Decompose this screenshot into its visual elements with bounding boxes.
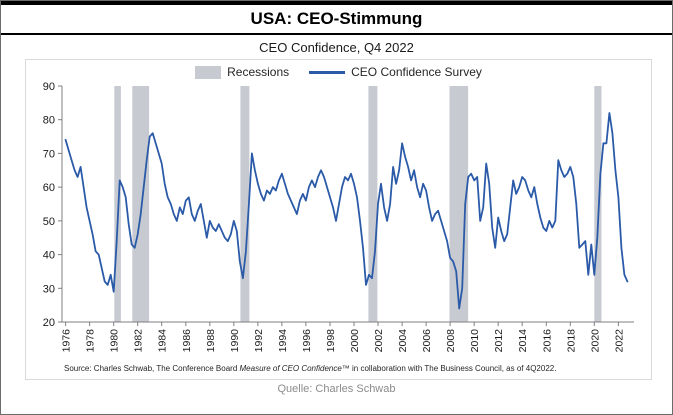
svg-text:2004: 2004 bbox=[397, 329, 409, 353]
svg-text:1988: 1988 bbox=[205, 329, 217, 353]
svg-text:50: 50 bbox=[43, 216, 55, 228]
ceo-confidence-chart: 20 30 40 50 60 70 80 90 1976 1978 1980 1982 1984 1986… bbox=[43, 81, 634, 353]
svg-text:2000: 2000 bbox=[349, 329, 361, 353]
legend-recession-swatch bbox=[195, 65, 222, 79]
svg-text:1984: 1984 bbox=[157, 329, 169, 353]
svg-text:20: 20 bbox=[43, 317, 55, 329]
svg-text:1976: 1976 bbox=[61, 329, 73, 353]
svg-text:2018: 2018 bbox=[565, 329, 577, 353]
svg-text:2010: 2010 bbox=[469, 329, 481, 353]
axes bbox=[58, 85, 634, 326]
chart-frame: Recessions CEO Confidence Survey 20 30 40 5… bbox=[25, 59, 652, 381]
svg-text:1982: 1982 bbox=[133, 329, 145, 353]
svg-text:80: 80 bbox=[43, 115, 55, 127]
svg-text:2020: 2020 bbox=[589, 329, 601, 353]
svg-text:1994: 1994 bbox=[277, 329, 289, 353]
svg-text:2014: 2014 bbox=[517, 329, 529, 353]
svg-text:2008: 2008 bbox=[445, 329, 457, 353]
legend-recessions-label: Recessions bbox=[227, 65, 290, 79]
svg-text:40: 40 bbox=[43, 250, 55, 262]
y-axis-labels: 20 30 40 50 60 70 80 90 bbox=[43, 81, 55, 329]
svg-text:1978: 1978 bbox=[85, 329, 97, 353]
x-axis-labels: 1976 1978 1980 1982 1984 1986 1988 1990 1992 1994… bbox=[61, 329, 626, 353]
svg-text:1996: 1996 bbox=[301, 329, 313, 353]
svg-text:1998: 1998 bbox=[325, 329, 337, 353]
svg-text:2002: 2002 bbox=[373, 329, 385, 353]
svg-text:2012: 2012 bbox=[493, 329, 505, 353]
svg-text:70: 70 bbox=[43, 148, 55, 160]
footer-source: Quelle: Charles Schwab bbox=[277, 383, 396, 396]
ceo-confidence-line bbox=[64, 112, 629, 310]
svg-text:2016: 2016 bbox=[541, 329, 553, 353]
legend-survey-label: CEO Confidence Survey bbox=[351, 65, 482, 79]
svg-text:2006: 2006 bbox=[421, 329, 433, 353]
chart-legend: Recessions CEO Confidence Survey bbox=[26, 64, 651, 80]
svg-text:1980: 1980 bbox=[109, 329, 121, 353]
svg-text:2022: 2022 bbox=[613, 329, 625, 353]
svg-text:90: 90 bbox=[43, 81, 55, 93]
svg-text:60: 60 bbox=[43, 182, 55, 194]
svg-text:1986: 1986 bbox=[181, 329, 193, 353]
svg-text:1990: 1990 bbox=[229, 329, 241, 353]
svg-text:1992: 1992 bbox=[253, 329, 265, 353]
page-header: USA: CEO-Stimmung bbox=[1, 1, 672, 35]
svg-text:30: 30 bbox=[43, 283, 55, 295]
chart-subtitle: CEO Confidence, Q4 2022 bbox=[259, 40, 414, 55]
source-note: Source: Charles Schwab, The Conference B… bbox=[64, 364, 557, 373]
legend-line-swatch bbox=[309, 70, 346, 74]
page-title: USA: CEO-Stimmung bbox=[250, 9, 423, 28]
